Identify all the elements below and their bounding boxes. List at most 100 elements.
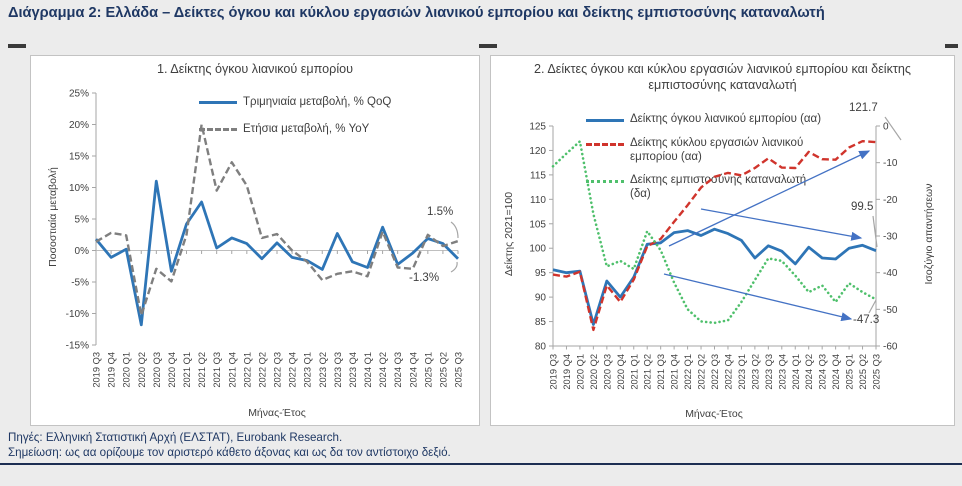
svg-text:2020 Q3: 2020 Q3 <box>602 354 612 390</box>
chart2-legend: Δείκτης όγκου λιανικού εμπορίου (αα) Δεί… <box>586 113 825 212</box>
chart2-title: 2. Δείκτες όγκου και κύκλου εργασιών λια… <box>534 62 911 92</box>
arrow-to-volume-line <box>700 208 863 241</box>
svg-text:25%: 25% <box>69 89 89 100</box>
legend-label-turnover-index: Δείκτης κύκλου εργασιών λιανικού εμπορίο… <box>630 136 804 163</box>
svg-text:115: 115 <box>530 170 546 181</box>
svg-text:2020 Q3: 2020 Q3 <box>152 352 162 388</box>
consumer-confidence-line-swatch <box>586 180 624 184</box>
svg-text:2020 Q4: 2020 Q4 <box>167 352 177 388</box>
qoq-line-swatch <box>199 101 237 105</box>
sources-note: Πηγές: Ελληνική Στατιστική Αρχή (ΕΛΣΤΑΤ)… <box>8 431 343 444</box>
svg-text:2020 Q2: 2020 Q2 <box>137 352 147 388</box>
svg-text:2023 Q2: 2023 Q2 <box>318 352 328 388</box>
svg-text:2020 Q4: 2020 Q4 <box>616 354 626 390</box>
svg-text:15%: 15% <box>69 152 89 163</box>
svg-text:2024 Q4: 2024 Q4 <box>408 352 418 388</box>
svg-text:-15%: -15% <box>66 341 89 352</box>
svg-text:2022 Q2: 2022 Q2 <box>697 354 707 390</box>
legend-label-qoq: Τριμηνιαία μεταβολή, % QoQ <box>243 96 392 108</box>
svg-text:2023 Q3: 2023 Q3 <box>333 352 343 388</box>
svg-text:2021 Q3: 2021 Q3 <box>656 354 666 390</box>
svg-text:80: 80 <box>535 342 547 353</box>
svg-text:-50: -50 <box>883 305 898 316</box>
svg-text:2022 Q1: 2022 Q1 <box>683 354 693 390</box>
chart1-title: 1. Δείκτης όγκου λιανικού εμπορίου <box>156 62 354 76</box>
turnover-index-line-swatch <box>586 142 624 146</box>
svg-text:2023 Q4: 2023 Q4 <box>777 354 787 390</box>
svg-text:2022 Q4: 2022 Q4 <box>723 354 733 390</box>
svg-text:2025 Q2: 2025 Q2 <box>438 352 448 388</box>
svg-text:-40: -40 <box>883 268 898 279</box>
chart1-x-axis-title: Μήνας-Έτος <box>248 407 306 419</box>
legend-item-volume-index: Δείκτης όγκου λιανικού εμπορίου (αα) <box>586 113 825 127</box>
svg-text:0%: 0% <box>75 246 90 257</box>
svg-text:2021 Q3: 2021 Q3 <box>212 352 222 388</box>
title-divider-mark-left <box>8 44 26 48</box>
svg-text:120: 120 <box>529 146 546 157</box>
legend-label-volume-index: Δείκτης όγκου λιανικού εμπορίου (αα) <box>630 113 822 125</box>
svg-text:85: 85 <box>535 317 547 328</box>
svg-text:20%: 20% <box>69 120 89 131</box>
svg-text:2025 Q3: 2025 Q3 <box>454 352 464 388</box>
svg-text:2021 Q4: 2021 Q4 <box>670 354 680 390</box>
svg-text:2024 Q3: 2024 Q3 <box>818 354 828 390</box>
svg-text:2022 Q3: 2022 Q3 <box>273 352 283 388</box>
svg-text:2023 Q4: 2023 Q4 <box>348 352 358 388</box>
svg-text:2025 Q2: 2025 Q2 <box>858 354 868 390</box>
svg-text:2020 Q1: 2020 Q1 <box>575 354 585 390</box>
svg-text:2024 Q2: 2024 Q2 <box>804 354 814 390</box>
svg-text:2025 Q3: 2025 Q3 <box>872 354 882 390</box>
legend-label-consumer-confidence: Δείκτης εμπιστοσύνης καταναλωτή (δα) <box>630 174 807 201</box>
figure-title: Διάγραμμα 2: Ελλάδα – Δείκτες όγκου και … <box>8 5 825 21</box>
chart2-plot: 125 120 115 110 105 100 95 90 85 80 0 -10 -20 -30 -40 -… <box>529 122 898 390</box>
svg-text:105: 105 <box>529 219 546 230</box>
confidence-last-value-annotation: -47.3 <box>853 314 880 326</box>
svg-text:-20: -20 <box>883 195 898 206</box>
svg-text:110: 110 <box>530 195 546 206</box>
legend-item-qoq: Τριμηνιαία μεταβολή, % QoQ <box>199 96 391 110</box>
svg-text:0: 0 <box>883 122 889 133</box>
yoy-last-value-annotation: 1.5% <box>427 206 454 218</box>
svg-text:2022 Q1: 2022 Q1 <box>242 352 252 388</box>
legend-item-consumer-confidence: Δείκτης εμπιστοσύνης καταναλωτή (δα) <box>586 174 825 202</box>
svg-text:2022 Q3: 2022 Q3 <box>710 354 720 390</box>
svg-text:95: 95 <box>535 268 547 279</box>
qoq-last-value-annotation: -1.3% <box>409 272 440 284</box>
svg-text:5%: 5% <box>75 215 90 226</box>
turnover-last-value-annotation: 121.7 <box>849 102 878 114</box>
chart2-right-axis-title: Ισοζύγιο απαντήσεων <box>923 183 935 285</box>
svg-text:-10%: -10% <box>66 309 89 320</box>
svg-text:2022 Q2: 2022 Q2 <box>257 352 267 388</box>
svg-text:2022 Q4: 2022 Q4 <box>288 352 298 388</box>
svg-text:2021 Q2: 2021 Q2 <box>197 352 207 388</box>
yoy-line-swatch <box>199 128 237 132</box>
chart2-annotation-arrows <box>663 116 902 322</box>
svg-text:2021 Q1: 2021 Q1 <box>182 352 192 388</box>
svg-text:125: 125 <box>529 122 546 133</box>
svg-text:2024 Q3: 2024 Q3 <box>393 352 403 388</box>
svg-text:-5%: -5% <box>71 278 89 289</box>
svg-text:2025 Q1: 2025 Q1 <box>845 354 855 390</box>
svg-text:2023 Q1: 2023 Q1 <box>303 352 313 388</box>
svg-text:2020 Q1: 2020 Q1 <box>122 352 132 388</box>
legend-item-yoy: Ετήσια μεταβολή, % YoY <box>199 123 391 137</box>
chart1-legend: Τριμηνιαία μεταβολή, % QoQ Ετήσια μεταβο… <box>199 96 391 150</box>
arrow-to-confidence-line <box>663 273 853 322</box>
title-divider-mark-right <box>945 44 958 48</box>
svg-text:100: 100 <box>529 244 546 255</box>
chart1-y-axis-title: Ποσοστιαία μεταβολή <box>47 167 59 267</box>
footer-divider <box>0 463 962 465</box>
svg-text:2024 Q4: 2024 Q4 <box>831 354 841 390</box>
svg-text:2024 Q1: 2024 Q1 <box>791 354 801 390</box>
svg-text:10%: 10% <box>69 183 89 194</box>
volume-last-value-annotation: 99.5 <box>851 201 874 213</box>
svg-text:-30: -30 <box>883 232 898 243</box>
svg-text:2021 Q4: 2021 Q4 <box>227 352 237 388</box>
indices-confidence-chart-panel: 2. Δείκτες όγκου και κύκλου εργασιών λια… <box>490 55 955 426</box>
svg-text:2021 Q1: 2021 Q1 <box>629 354 639 390</box>
svg-text:2019 Q3: 2019 Q3 <box>549 354 559 390</box>
legend-label-yoy: Ετήσια μεταβολή, % YoY <box>243 122 370 135</box>
volume-index-line-swatch <box>586 119 624 122</box>
legend-item-turnover-index: Δείκτης κύκλου εργασιών λιανικού εμπορίο… <box>586 137 825 165</box>
svg-text:2021 Q2: 2021 Q2 <box>643 354 653 390</box>
